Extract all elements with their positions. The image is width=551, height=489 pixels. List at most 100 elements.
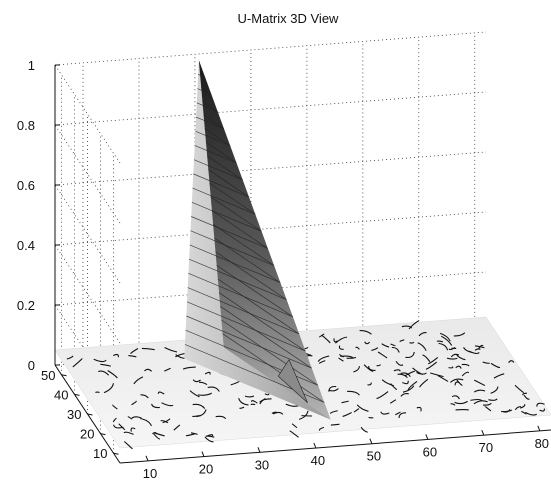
floor-contour [523,394,530,400]
peak-contour [192,182,256,215]
x-tick-label: 80 [535,436,549,451]
floor-contour [473,389,486,393]
x-tick-mark [425,434,429,440]
floor-contour [461,371,470,377]
floor-contour [391,346,400,353]
floor-contour [359,330,372,335]
floor-contour [514,384,525,394]
floor-contour [404,370,415,377]
floor-contour [473,379,486,387]
floor-contour [508,360,515,364]
peak-contour [198,73,206,78]
floor-contour [144,368,153,372]
floor-contour [395,360,404,366]
floor-contour [422,354,431,363]
floor-contour [118,423,126,431]
floor-contour [536,402,545,407]
floor-contour [390,383,398,391]
peak-contour [191,196,262,232]
floor-contour [376,364,381,367]
floor-contour [207,386,220,392]
floor-contour [347,390,360,396]
y-tick-label: 20 [80,427,94,442]
floor-contour [381,343,390,348]
floor-contour [140,394,149,399]
chart-title: U-Matrix 3D View [238,11,340,26]
floor-contour [151,403,160,409]
peak-contour [194,141,237,164]
floor-contour [161,402,174,407]
floor-contour [112,404,118,410]
floor-contour [328,388,339,392]
x-tick-label: 70 [479,440,493,455]
floor-contour [291,423,298,429]
floor-contour [402,380,409,385]
floor-contour [483,402,492,406]
floor-contour [430,372,444,378]
y-tick-mark [113,452,119,455]
floor-contour [371,347,379,351]
floor-contour [141,347,155,351]
peak-contour [186,306,312,369]
x-tick-mark [257,447,261,453]
x-tick-mark [313,442,317,449]
peak-contour [193,169,250,198]
floor-contour [436,340,444,343]
y-tick-label: 30 [67,407,81,422]
floor-contour [131,416,142,419]
z-tick-label: 0.6 [17,178,35,193]
y-tick-mark [87,413,93,416]
floor-contour [140,417,152,427]
floor-contour [244,395,255,398]
gridline-back-z [54,211,487,246]
floor-contour [289,430,299,438]
floor-contour [482,361,490,364]
peak-face-dark [198,60,331,420]
floor-contour [318,426,325,431]
floor-contour [318,360,326,364]
floor-contour [490,362,501,369]
peak-contour [189,237,281,283]
floor-contour [400,372,411,377]
floor-contour [318,333,325,338]
floor-contour [501,409,513,413]
z-tick-label: 0.4 [17,238,35,253]
floor-contour [112,417,117,423]
floor-contour [107,370,118,379]
z-tick-label: 0 [28,358,35,373]
floor-contour [72,358,83,368]
floor-contour [399,339,405,342]
x-tick-mark [145,455,149,462]
floor-contour [401,325,413,329]
y-tick-label: 40 [54,387,68,402]
floor-contour [456,379,463,386]
floor-contour [341,400,349,404]
floor-contour [409,341,415,344]
floor-contour [239,406,245,409]
floor-contour [417,342,427,351]
floor-contour [131,400,137,406]
z-tick-label: 0.2 [17,298,35,313]
floor-contour [418,332,427,337]
peak-contour [187,278,300,335]
x-tick-mark [537,425,541,432]
floor-contour [450,378,464,383]
peak-contour [185,319,319,386]
floor-contour [205,435,215,438]
peak-contour [186,292,306,352]
floor-contour [204,371,211,375]
floor-contour [539,408,545,412]
axes [54,64,551,464]
floor-contour [98,370,110,376]
gridline-back-z [54,91,487,126]
floor-contour [393,369,401,372]
floor-contour [152,432,158,435]
floor-contour [321,334,331,344]
floor-contour [164,347,178,353]
floor-contour [360,426,368,433]
floor-contour [353,366,361,373]
floor-contour [450,403,456,406]
peak-contour [188,265,294,318]
x-tick-mark [481,429,485,436]
floor-contour [454,400,468,405]
